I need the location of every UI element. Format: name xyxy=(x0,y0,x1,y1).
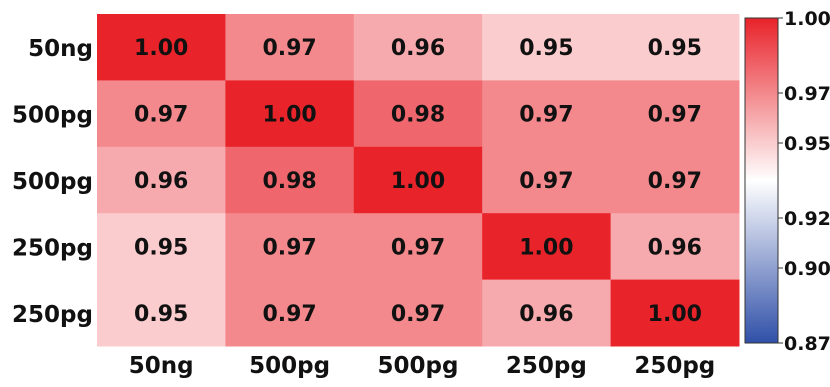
cell-label-r0-c4: 0.95 xyxy=(648,36,702,61)
heatmap-cell-r3-c3 xyxy=(482,213,612,281)
y-tick-label-1: 500pg xyxy=(12,103,93,129)
cell-label-r0-c1: 0.97 xyxy=(262,36,316,61)
cell-label-r2-c3: 0.97 xyxy=(519,169,573,194)
y-tick-label-3: 250pg xyxy=(12,235,93,261)
heatmap-cell-r0-c1 xyxy=(225,14,355,81)
heatmap-cell-r2-c4 xyxy=(610,146,740,214)
heatmap-cell-r1-c0 xyxy=(97,80,226,148)
cell-label-r1-c2: 0.98 xyxy=(391,103,445,128)
cell-label-r1-c3: 0.97 xyxy=(519,103,573,128)
cell-label-r1-c0: 0.97 xyxy=(134,103,188,128)
heatmap-cells xyxy=(97,14,740,347)
cell-label-r0-c0: 1.00 xyxy=(134,36,188,61)
colorbar-tick-label-5: 0.87 xyxy=(784,333,830,355)
colorbar-tick-label-1: 0.97 xyxy=(784,83,830,105)
heatmap-cell-r2-c1 xyxy=(225,146,355,214)
cell-label-r1-c1: 1.00 xyxy=(262,103,316,128)
cell-label-r3-c0: 0.95 xyxy=(134,235,188,260)
colorbar-tick-label-3: 0.92 xyxy=(784,208,830,230)
cell-label-r0-c3: 0.95 xyxy=(519,36,573,61)
x-axis-tick-labels: 50ng 500pg 500pg 250pg 250pg xyxy=(129,353,716,379)
cell-label-r2-c1: 0.98 xyxy=(262,169,316,194)
heatmap-cell-r0-c3 xyxy=(482,14,612,81)
heatmap-cell-r0-c2 xyxy=(353,14,483,81)
heatmap-cell-r1-c2 xyxy=(353,80,483,148)
heatmap-cell-r3-c2 xyxy=(353,213,483,281)
heatmap-cell-r1-c1 xyxy=(225,80,355,148)
colorbar-tick-label-2: 0.95 xyxy=(784,133,830,155)
x-tick-label-0: 50ng xyxy=(129,353,194,379)
y-tick-label-2: 500pg xyxy=(12,169,93,195)
heatmap-cell-r2-c2 xyxy=(353,146,483,214)
heatmap-cell-r1-c3 xyxy=(482,80,612,148)
heatmap-cell-r3-c1 xyxy=(225,213,355,281)
heatmap-cell-r0-c4 xyxy=(610,14,740,81)
cell-label-r3-c1: 0.97 xyxy=(262,235,316,260)
colorbar-tick-label-4: 0.90 xyxy=(784,258,830,280)
heatmap-cell-labels: 1.00 0.97 0.96 0.95 0.95 0.97 1.00 0.98 0.97 0.97… xyxy=(134,36,702,327)
y-tick-label-0: 50ng xyxy=(28,36,93,62)
cell-label-r4-c3: 0.96 xyxy=(519,302,573,327)
x-tick-label-2: 500pg xyxy=(378,353,459,379)
y-tick-label-4: 250pg xyxy=(12,302,93,328)
heatmap-cell-r4-c4 xyxy=(610,279,740,347)
cell-label-r4-c0: 0.95 xyxy=(134,302,188,327)
cell-label-r4-c1: 0.97 xyxy=(262,302,316,327)
colorbar: 1.00 0.97 0.95 0.92 0.90 0.87 xyxy=(744,8,830,355)
colorbar-gradient xyxy=(744,17,779,344)
colorbar-tick-label-0: 1.00 xyxy=(784,8,830,30)
cell-label-r2-c0: 0.96 xyxy=(134,169,188,194)
heatmap-cell-r4-c1 xyxy=(225,279,355,347)
heatmap-cell-r2-c0 xyxy=(97,146,226,214)
cell-label-r4-c2: 0.97 xyxy=(391,302,445,327)
cell-label-r1-c4: 0.97 xyxy=(648,103,702,128)
heatmap-cell-r4-c3 xyxy=(482,279,612,347)
cell-label-r2-c2: 1.00 xyxy=(391,169,445,194)
heatmap-cell-r3-c4 xyxy=(610,213,740,281)
heatmap-cell-r3-c0 xyxy=(97,213,226,281)
heatmap-cell-r1-c4 xyxy=(610,80,740,148)
cell-label-r3-c4: 0.96 xyxy=(648,235,702,260)
y-axis-tick-labels: 50ng 500pg 500pg 250pg 250pg xyxy=(12,36,93,328)
heatmap-cell-r4-c2 xyxy=(353,279,483,347)
cell-label-r4-c4: 1.00 xyxy=(648,302,702,327)
heatmap-cell-r4-c0 xyxy=(97,279,226,347)
heatmap-cell-r0-c0 xyxy=(97,14,226,81)
x-tick-label-3: 250pg xyxy=(506,353,587,379)
heatmap-cell-r2-c3 xyxy=(482,146,612,214)
cell-label-r3-c2: 0.97 xyxy=(391,235,445,260)
x-tick-label-1: 500pg xyxy=(249,353,330,379)
cell-label-r0-c2: 0.96 xyxy=(391,36,445,61)
cell-label-r3-c3: 1.00 xyxy=(519,235,573,260)
x-tick-label-4: 250pg xyxy=(634,353,715,379)
cell-label-r2-c4: 0.97 xyxy=(648,169,702,194)
